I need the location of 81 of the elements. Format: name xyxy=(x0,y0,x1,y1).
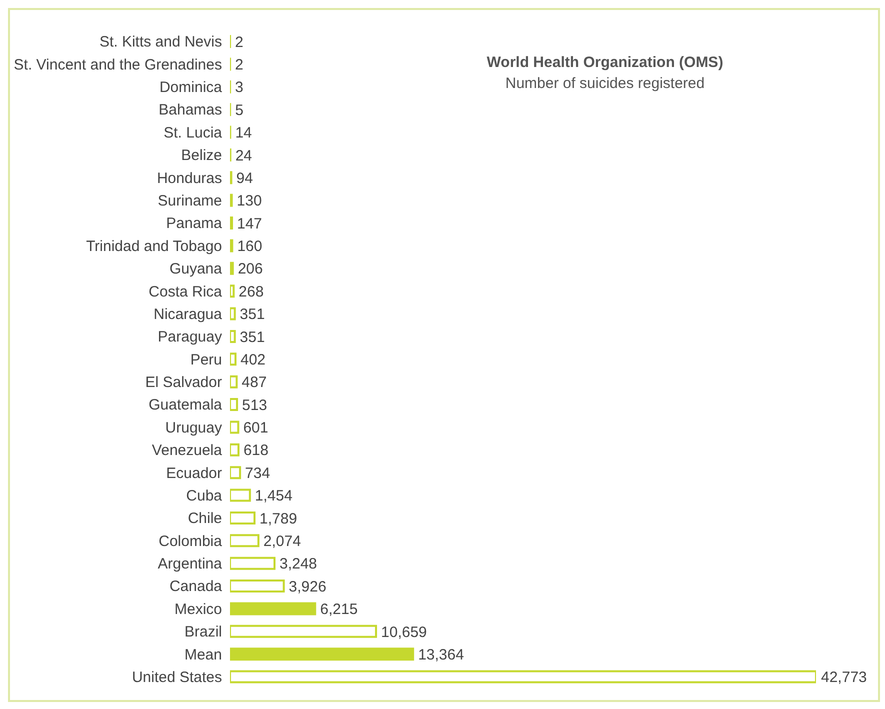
y-tick-label: St. Lucia xyxy=(164,124,223,142)
bar xyxy=(230,534,260,548)
y-tick-label: Mean xyxy=(184,646,222,664)
bar xyxy=(230,670,816,684)
bar xyxy=(230,488,251,502)
y-tick-label: Guatemala xyxy=(148,396,223,414)
data-label: 487 xyxy=(242,374,267,392)
y-tick-label: St. Kitts and Nevis xyxy=(99,34,222,51)
data-label: 2,074 xyxy=(263,532,301,550)
y-tick-label: Guyana xyxy=(169,260,223,278)
bar xyxy=(230,624,378,638)
data-label: 3,248 xyxy=(280,556,318,573)
data-label: 351 xyxy=(240,306,265,324)
y-tick-label: Honduras xyxy=(156,170,222,187)
y-tick-label: Paraguay xyxy=(158,328,222,346)
data-label: 147 xyxy=(237,215,262,232)
data-label: 2 xyxy=(235,34,244,51)
data-label: 402 xyxy=(240,351,266,368)
data-label: 351 xyxy=(240,328,265,346)
data-label: 5 xyxy=(235,102,244,119)
y-tick-label: Panama xyxy=(166,215,223,232)
y-tick-label: Bahamas xyxy=(158,102,222,119)
data-label: 601 xyxy=(243,420,268,437)
y-tick-label: Nicaragua xyxy=(154,306,223,323)
data-label: 42,773 xyxy=(821,669,867,686)
data-label: 6,215 xyxy=(320,601,358,618)
y-tick-label: Cuba xyxy=(186,487,223,504)
bar xyxy=(230,398,238,412)
bar xyxy=(230,511,256,524)
y-tick-label: Canada xyxy=(169,578,223,596)
data-label: 14 xyxy=(235,124,252,142)
bar xyxy=(230,443,240,456)
y-tick-label: Belize xyxy=(181,147,222,164)
y-tick-label: Suriname xyxy=(158,192,222,210)
data-label: 1,789 xyxy=(260,510,298,528)
bar xyxy=(230,580,285,593)
data-label: 130 xyxy=(236,192,262,210)
y-tick-label: Uruguay xyxy=(165,419,222,436)
bar xyxy=(230,466,242,480)
data-label: 160 xyxy=(237,238,262,256)
y-tick-label: Colombia xyxy=(158,532,223,550)
data-label: 24 xyxy=(235,147,252,164)
data-label: 13,364 xyxy=(418,646,464,664)
y-tick-label: United States xyxy=(132,668,222,686)
data-label: 513 xyxy=(242,396,268,414)
data-label: 2 xyxy=(235,56,244,74)
y-tick-label: St. Vincent and the Grenadines xyxy=(14,56,222,74)
bar xyxy=(230,239,234,252)
y-tick-label: Venezuela xyxy=(152,442,223,460)
data-label: 734 xyxy=(245,464,270,482)
bar xyxy=(230,352,237,366)
data-label: 618 xyxy=(243,442,268,460)
bar xyxy=(230,216,234,230)
text: Number of suicides registered xyxy=(504,75,706,92)
y-tick-label: Mexico xyxy=(174,600,222,618)
y-tick-label: Costa Rica xyxy=(148,283,223,300)
bar xyxy=(230,648,414,661)
data-label: 3,926 xyxy=(288,578,326,596)
y-tick-label: Argentina xyxy=(158,556,223,573)
bar xyxy=(230,284,235,298)
data-label: 94 xyxy=(236,170,253,187)
y-tick-label: Ecuador xyxy=(166,464,222,482)
y-tick-label: Dominica xyxy=(159,79,223,96)
y-tick-label: Peru xyxy=(190,351,222,368)
bar xyxy=(230,330,236,343)
bar xyxy=(230,307,236,320)
y-tick-label: Chile xyxy=(188,510,222,528)
data-label: 1,454 xyxy=(254,488,292,505)
text: World Health Organization (OMS) xyxy=(486,54,724,71)
data-label: 268 xyxy=(238,283,264,300)
bar xyxy=(230,420,240,434)
data-label: 206 xyxy=(238,260,263,278)
data-label: 10,659 xyxy=(381,624,427,641)
y-tick-label: El Salvador xyxy=(145,374,222,392)
bar xyxy=(230,556,276,570)
y-tick-label: Brazil xyxy=(184,624,222,641)
bar xyxy=(230,262,234,275)
data-label: 3 xyxy=(235,79,244,96)
bar xyxy=(230,602,316,616)
bar xyxy=(230,375,238,388)
y-tick-label: Trinidad and Tobago xyxy=(86,238,222,255)
